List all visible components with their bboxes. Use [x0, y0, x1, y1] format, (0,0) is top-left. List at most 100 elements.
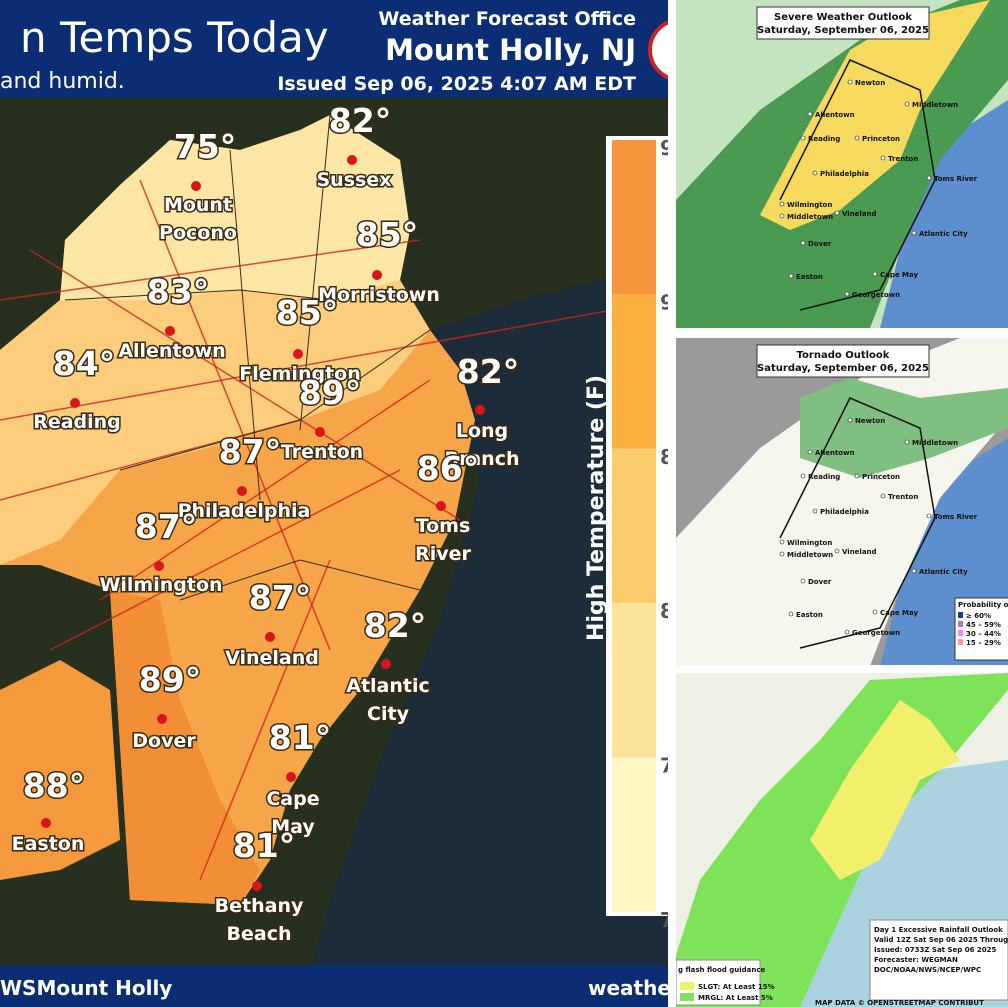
city-name: Morristown	[318, 284, 440, 306]
city-dot	[154, 561, 164, 571]
city-name: Cape	[266, 788, 319, 810]
city-temp: 87°	[249, 578, 311, 617]
city-dot	[381, 659, 391, 669]
legend-swatch	[958, 612, 963, 618]
city-temp: 81°	[233, 826, 295, 865]
rainfall-outlook-panel: Day 1 Excessive Rainfall Outlook Valid 12…	[676, 673, 1008, 1007]
city-name: Middletown	[787, 213, 833, 221]
legend-swatch	[612, 140, 656, 295]
city-temp: 83°	[147, 272, 209, 311]
office-location: Mount Holly, NJ	[385, 33, 636, 67]
city-temp: 85°	[356, 215, 418, 254]
city-name: Branch	[445, 448, 520, 470]
county-border	[179, 559, 421, 601]
legend-title: High Temperature (F)	[584, 375, 609, 641]
legend-item: MRGL: At Least 5%	[698, 994, 773, 1002]
city-name: Trenton	[888, 155, 918, 163]
city-temp: 87°	[135, 507, 197, 546]
city-dot	[265, 632, 275, 642]
city-name: Philadelphia	[820, 170, 869, 178]
city-dot	[834, 210, 840, 216]
ocean	[300, 260, 668, 1007]
city-name: Philadelphia	[820, 508, 869, 516]
city-name: Princeton	[862, 135, 900, 143]
city-name: Middletown	[912, 439, 958, 447]
legend-tick-label: 8	[660, 599, 674, 623]
county-border	[299, 114, 331, 431]
city-name: Vineland	[842, 548, 877, 556]
nws-emblem	[648, 20, 668, 80]
city-name: Reading	[808, 135, 840, 143]
inner-risk	[800, 378, 1008, 478]
title-box	[756, 344, 930, 378]
info-line: Valid 12Z Sat Sep 06 2025 Through	[874, 936, 1008, 944]
city-name: Easton	[796, 611, 823, 619]
city-name: Allentown	[815, 111, 855, 119]
city-dot	[779, 539, 785, 545]
city-dot	[293, 349, 303, 359]
legend-tick-label: 7	[660, 754, 674, 778]
state-border	[779, 397, 936, 649]
city-name: Dover	[132, 730, 196, 752]
info-line: Forecaster: WEGMAN	[874, 956, 958, 964]
ocean	[880, 100, 1008, 328]
city-temp: 75°	[174, 127, 236, 166]
city-temp: 81°	[269, 718, 331, 757]
outlook-title: Severe Weather Outlook	[774, 12, 912, 23]
city-dot	[800, 473, 806, 479]
city-name: Atlantic	[346, 675, 430, 697]
legend-item: 45 – 59%	[966, 621, 1001, 629]
city-dot	[41, 818, 51, 828]
city-temp: 87°	[219, 432, 281, 471]
panel-gap	[668, 0, 676, 1007]
city-temp: 84°	[53, 344, 115, 383]
outlook-date: Saturday, September 06, 2025	[757, 25, 929, 36]
high-temps-panel: n Temps Today and humid. Weather Forecast …	[0, 0, 674, 1007]
highway	[199, 559, 331, 881]
tornado-outlook-panel: Tornado Outlook Saturday, September 06, 2…	[676, 338, 1008, 665]
city-name: Wilmington	[99, 574, 222, 596]
city-dot	[800, 240, 806, 246]
city-dot	[844, 629, 850, 635]
city-name: Allentown	[118, 340, 225, 362]
city-dot	[880, 493, 886, 499]
city-dot	[844, 291, 850, 297]
city-temp: 89°	[139, 660, 201, 699]
region-southwest	[0, 660, 120, 880]
city-dot	[926, 175, 932, 181]
city-name: Allentown	[815, 449, 855, 457]
city-dot	[436, 501, 446, 511]
city-dot	[834, 548, 840, 554]
city-name: Cape May	[880, 271, 919, 279]
header-band	[0, 0, 668, 98]
city-dot	[286, 772, 296, 782]
legend-item: SLGT: At Least 15%	[698, 983, 775, 991]
city-name: Georgetown	[852, 291, 900, 299]
city-temp: 88°	[23, 766, 85, 805]
city-name: Georgetown	[852, 629, 900, 637]
city-dot	[252, 881, 262, 891]
county-border	[119, 329, 431, 471]
attribution: MAP DATA © OPENSTREETMAP CONTRIBUT	[815, 999, 984, 1007]
city-temp: 89°	[299, 373, 361, 412]
city-name: Easton	[796, 273, 823, 281]
legend-swatch	[612, 603, 656, 758]
city-name: Princeton	[862, 473, 900, 481]
region-mid	[0, 280, 430, 565]
city-dot	[807, 111, 813, 117]
legend-title: g flash flood guidance	[678, 966, 765, 974]
city-name: Vineland	[225, 647, 319, 669]
city-name: Long	[456, 420, 508, 442]
city-name: City	[367, 703, 410, 725]
city-name: May	[271, 816, 315, 838]
city-dot	[372, 270, 382, 280]
info-line: Issued: 0733Z Sat Sep 06 2025	[874, 946, 996, 954]
legend-item: 15 – 29%	[966, 639, 1001, 647]
city-name: Atlantic City	[919, 568, 968, 576]
legend-swatch	[958, 639, 963, 645]
city-dot	[812, 508, 818, 514]
legend-swatch	[612, 294, 656, 449]
